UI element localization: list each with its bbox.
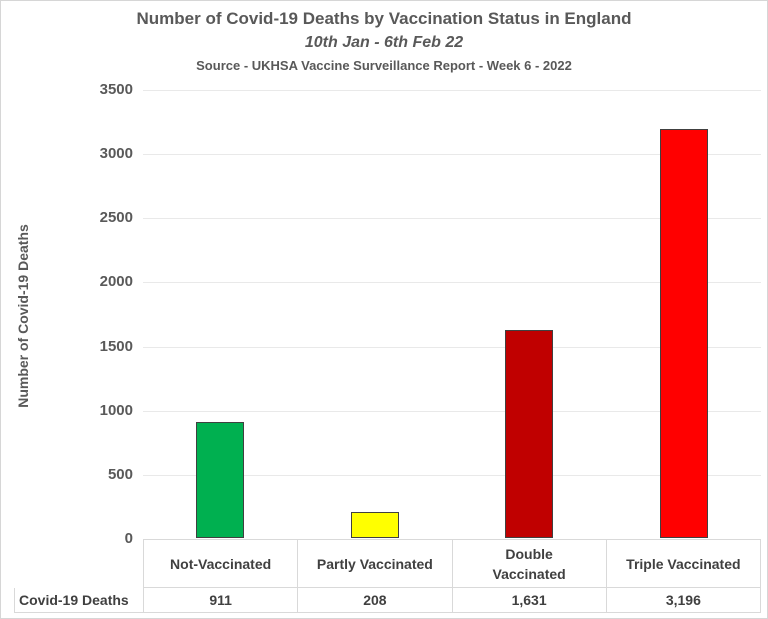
plot-area	[143, 90, 761, 539]
bar-triple-vaccinated	[659, 128, 708, 538]
gridline-2500	[143, 218, 761, 220]
chart-subtitle: 10th Jan - 6th Feb 22	[304, 34, 464, 51]
y-tick-label-2000: 2000	[99, 273, 133, 291]
category-label-not-vaccinated: Not-Vaccinated	[144, 540, 299, 587]
bar-double-vaccinated	[505, 329, 554, 538]
gridline-3000	[143, 154, 761, 156]
gridline-500	[143, 474, 761, 476]
y-tick-label-2500: 2500	[99, 209, 133, 227]
gridline-1000	[143, 410, 761, 412]
y-axis-title: Number of Covid-19 Deaths	[15, 224, 31, 408]
gridline-1500	[143, 346, 761, 348]
data-table-row-label: Covid-19 Deaths	[15, 588, 144, 612]
y-tick-label-1500: 1500	[99, 337, 133, 355]
category-label-partly-vaccinated: Partly Vaccinated	[298, 540, 453, 587]
gridline-2000	[143, 282, 761, 284]
bar-partly-vaccinated	[350, 512, 399, 538]
chart-source: Source - UKHSA Vaccine Surveillance Repo…	[196, 58, 572, 73]
value-partly-vaccinated: 208	[298, 588, 453, 612]
data-table-row: Covid-19 Deaths 911 208 1,631 3,196	[14, 588, 761, 613]
category-header-row: Not-Vaccinated Partly Vaccinated Double Va…	[143, 539, 761, 588]
y-tick-label-3000: 3000	[99, 145, 133, 163]
y-tick-label-1000: 1000	[99, 401, 133, 419]
category-label-triple-vaccinated: Triple Vaccinated	[626, 555, 741, 572]
y-tick-label-3500: 3500	[99, 81, 133, 98]
y-tick-label-500: 500	[107, 465, 133, 483]
value-triple-vaccinated: 3,196	[665, 592, 701, 608]
gridline-3500	[143, 90, 761, 91]
chart-title: Number of Covid-19 Deaths by Vaccination…	[136, 9, 632, 28]
value-not-vaccinated: 911	[144, 588, 299, 612]
category-label-double-vaccinated: Double Vaccinated	[453, 540, 607, 587]
y-tick-label-0: 0	[124, 530, 133, 547]
bar-not-vaccinated	[196, 422, 245, 538]
value-double-vaccinated: 1,631	[453, 588, 607, 612]
